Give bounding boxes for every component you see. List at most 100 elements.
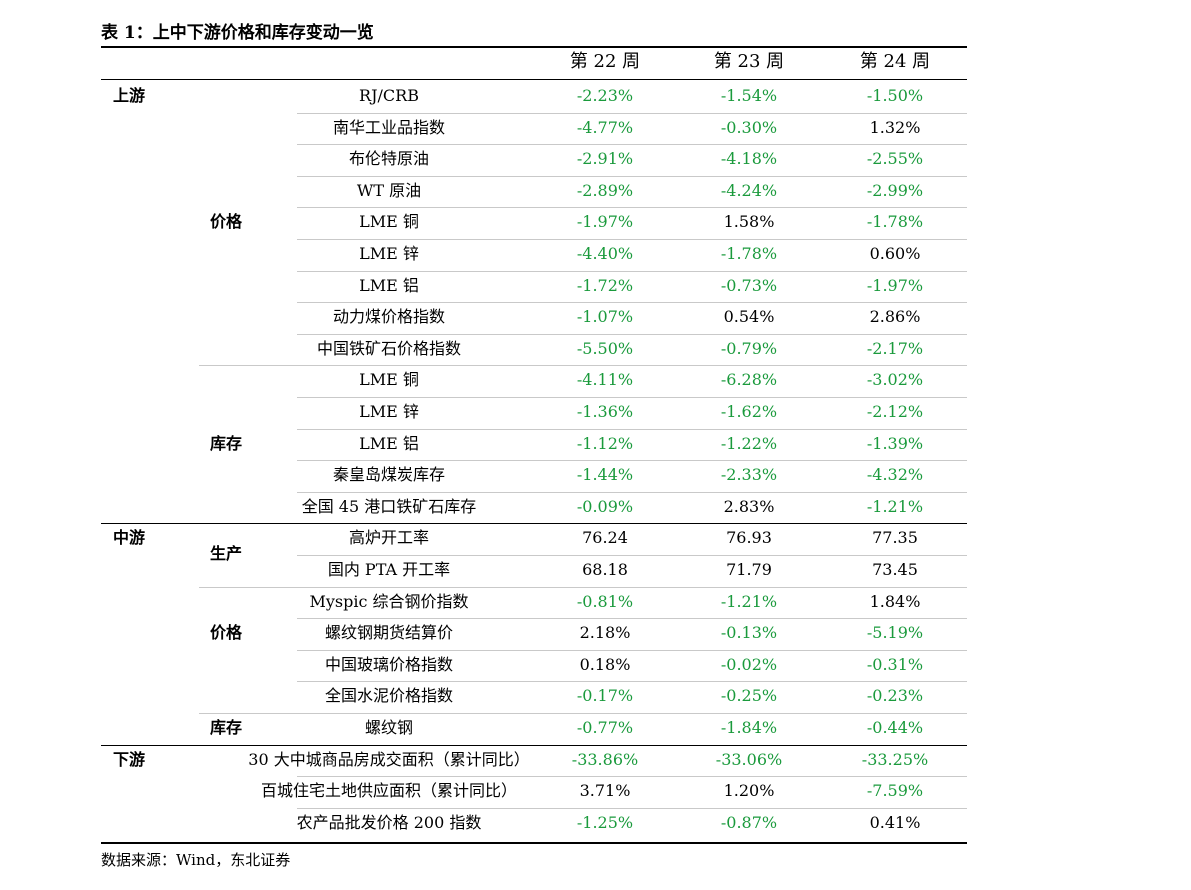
value-week-22: -1.97% xyxy=(576,212,634,232)
row-separator xyxy=(297,333,967,335)
value-week-22: 68.18 xyxy=(582,560,628,579)
indicator-name: 全国 45 港口铁矿石库存 xyxy=(301,496,477,516)
indicator-name: 百城住宅土地供应面积（累计同比） xyxy=(260,781,517,801)
value-week-22: -1.36% xyxy=(576,402,634,421)
value-week-24: -7.59% xyxy=(866,781,924,801)
indicator-name: 中国玻璃价格指数 xyxy=(324,654,453,674)
value-week-24: -2.12% xyxy=(866,402,924,421)
row-separator xyxy=(297,144,967,146)
row-separator xyxy=(297,175,967,177)
indicator-name: 布伦特原油 xyxy=(348,149,429,169)
indicator-name: RJ/CRB xyxy=(359,86,419,105)
table-title: 表 1：上中下游价格和库存变动一览 xyxy=(101,23,374,43)
value-week-22: -0.77% xyxy=(576,718,634,737)
value-week-24: 1.84% xyxy=(869,591,921,611)
value-week-24: -5.19% xyxy=(866,623,924,643)
value-week-23: -4.24% xyxy=(720,180,778,200)
row-separator xyxy=(297,618,967,620)
value-week-23: -0.13% xyxy=(720,623,778,643)
value-week-24: -0.23% xyxy=(866,686,924,706)
value-week-24: 1.32% xyxy=(869,117,921,137)
value-week-24: -0.31% xyxy=(866,654,924,674)
indicator-name: LME 锌 xyxy=(359,244,419,263)
value-week-22: -33.86% xyxy=(571,749,639,769)
indicator-name: Myspic 综合钢价指数 xyxy=(309,591,469,611)
value-week-22: -1.07% xyxy=(576,307,634,327)
value-week-22: -1.44% xyxy=(576,465,634,485)
row-separator xyxy=(297,270,967,272)
value-week-23: -2.33% xyxy=(720,465,778,485)
value-week-24: 0.60% xyxy=(869,244,921,263)
value-week-23: -6.28% xyxy=(720,370,778,390)
value-week-23: -0.79% xyxy=(720,338,778,358)
value-week-22: 2.18% xyxy=(579,623,631,643)
indicator-name: 中国铁矿石价格指数 xyxy=(316,338,461,358)
value-week-24: -2.55% xyxy=(866,149,924,169)
value-week-22: -4.77% xyxy=(576,117,634,137)
value-week-23: 76.93 xyxy=(726,528,772,548)
value-week-24: -3.02% xyxy=(866,370,924,390)
value-week-24: 2.86% xyxy=(869,307,921,327)
header-week-24: 第 24 周 xyxy=(859,51,931,72)
value-week-23: -1.22% xyxy=(720,433,778,453)
value-week-22: -0.09% xyxy=(576,496,634,516)
segment-label: 下游 xyxy=(113,749,146,769)
row-separator xyxy=(199,365,967,367)
value-week-23: -0.87% xyxy=(720,812,778,832)
header-week-22: 第 22 周 xyxy=(569,51,641,72)
value-week-23: 0.54% xyxy=(723,307,775,327)
value-week-22: -0.81% xyxy=(576,591,634,611)
value-week-24: 77.35 xyxy=(872,528,918,548)
segment-label: 上游 xyxy=(113,86,146,105)
value-week-24: -1.21% xyxy=(866,496,924,516)
value-week-24: -1.39% xyxy=(866,433,924,453)
indicator-name: 螺纹钢 xyxy=(364,718,413,737)
value-week-23: -0.02% xyxy=(720,654,778,674)
header-rule xyxy=(101,79,967,80)
value-week-23: -1.62% xyxy=(720,402,778,421)
value-week-23: -0.30% xyxy=(720,117,778,137)
indicator-name: 南华工业品指数 xyxy=(332,117,445,137)
value-week-24: 0.41% xyxy=(869,812,921,832)
value-week-22: 3.71% xyxy=(579,781,631,801)
value-week-22: -4.40% xyxy=(576,244,634,263)
indicator-name: LME 锌 xyxy=(359,402,419,421)
indicator-name: 农产品批发价格 200 指数 xyxy=(296,812,482,832)
row-separator xyxy=(297,302,967,304)
header-week-23: 第 23 周 xyxy=(713,51,785,72)
row-separator xyxy=(297,555,967,556)
category-label: 价格 xyxy=(210,212,243,232)
value-week-22: -2.23% xyxy=(576,86,634,105)
value-week-22: -2.89% xyxy=(576,180,634,200)
value-week-22: -0.17% xyxy=(576,686,634,706)
value-week-23: -1.78% xyxy=(720,244,778,263)
value-week-23: 71.79 xyxy=(726,560,772,579)
row-separator xyxy=(199,586,967,588)
value-week-24: -1.97% xyxy=(866,275,924,295)
value-week-23: 1.20% xyxy=(723,781,775,801)
indicator-name: LME 铝 xyxy=(359,433,419,453)
value-week-24: -0.44% xyxy=(866,718,924,737)
indicator-name: LME 铜 xyxy=(359,212,419,232)
indicator-name: 动力煤价格指数 xyxy=(332,307,445,327)
value-week-23: -0.25% xyxy=(720,686,778,706)
value-week-24: -1.50% xyxy=(866,86,924,105)
value-week-24: -33.25% xyxy=(861,749,929,769)
row-separator xyxy=(297,649,967,651)
source-note: 数据来源：Wind，东北证券 xyxy=(101,851,291,869)
value-week-24: -1.78% xyxy=(866,212,924,232)
category-label: 价格 xyxy=(210,623,243,643)
category-label: 库存 xyxy=(210,433,243,453)
indicator-name: 30 大中城商品房成交面积（累计同比） xyxy=(248,749,530,769)
value-week-23: 1.58% xyxy=(723,212,775,232)
value-week-23: 2.83% xyxy=(723,496,775,516)
indicator-name: 高炉开工率 xyxy=(348,528,429,548)
value-week-22: -4.11% xyxy=(576,370,634,390)
indicator-name: WT 原油 xyxy=(356,180,422,200)
segment-label: 中游 xyxy=(113,528,146,548)
value-week-22: -2.91% xyxy=(576,149,634,169)
value-week-23: -1.54% xyxy=(720,86,778,105)
value-week-23: -0.73% xyxy=(720,275,778,295)
row-separator xyxy=(101,523,967,525)
row-separator xyxy=(101,744,967,746)
